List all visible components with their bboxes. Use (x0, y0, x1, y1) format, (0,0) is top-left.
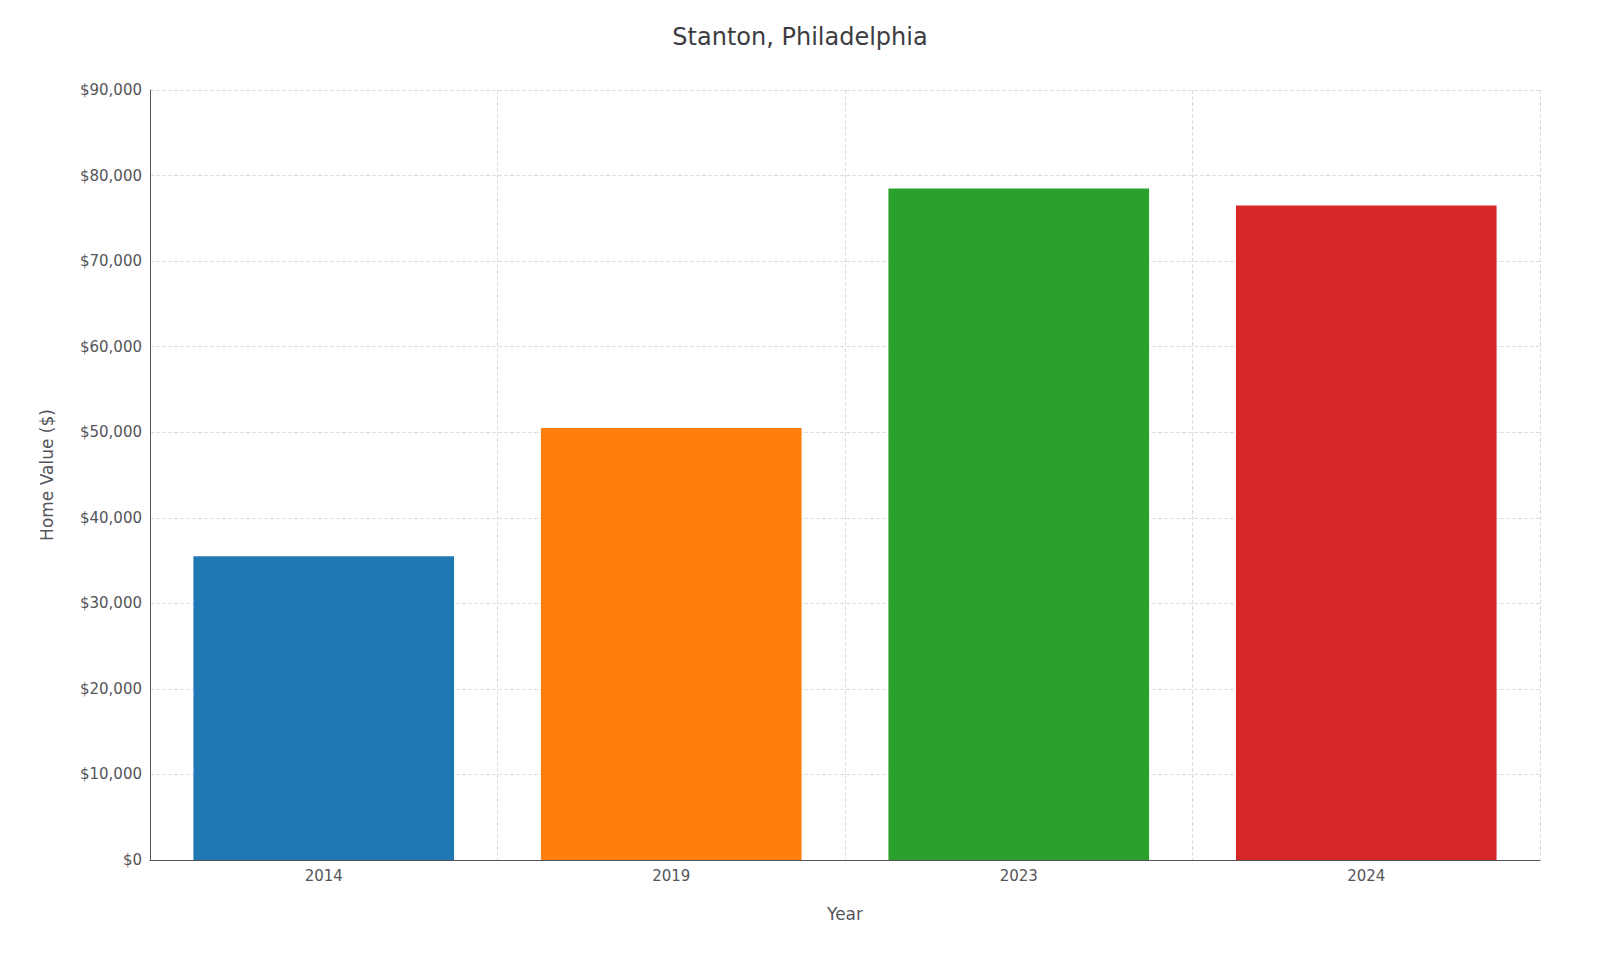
svg-text:2023: 2023 (1000, 867, 1038, 885)
svg-text:$60,000: $60,000 (80, 338, 142, 356)
svg-text:$30,000: $30,000 (80, 594, 142, 612)
svg-text:$20,000: $20,000 (80, 680, 142, 698)
svg-text:$40,000: $40,000 (80, 509, 142, 527)
svg-text:$50,000: $50,000 (80, 423, 142, 441)
svg-text:2014: 2014 (305, 867, 343, 885)
svg-text:$90,000: $90,000 (80, 81, 142, 99)
svg-text:2019: 2019 (652, 867, 690, 885)
svg-text:$0: $0 (123, 851, 142, 869)
svg-text:Year: Year (826, 904, 863, 924)
svg-text:Home Value ($): Home Value ($) (37, 409, 57, 541)
svg-text:Stanton, Philadelphia: Stanton, Philadelphia (672, 23, 927, 51)
svg-text:2024: 2024 (1347, 867, 1385, 885)
svg-text:$10,000: $10,000 (80, 765, 142, 783)
svg-text:$70,000: $70,000 (80, 252, 142, 270)
svg-text:$80,000: $80,000 (80, 167, 142, 185)
